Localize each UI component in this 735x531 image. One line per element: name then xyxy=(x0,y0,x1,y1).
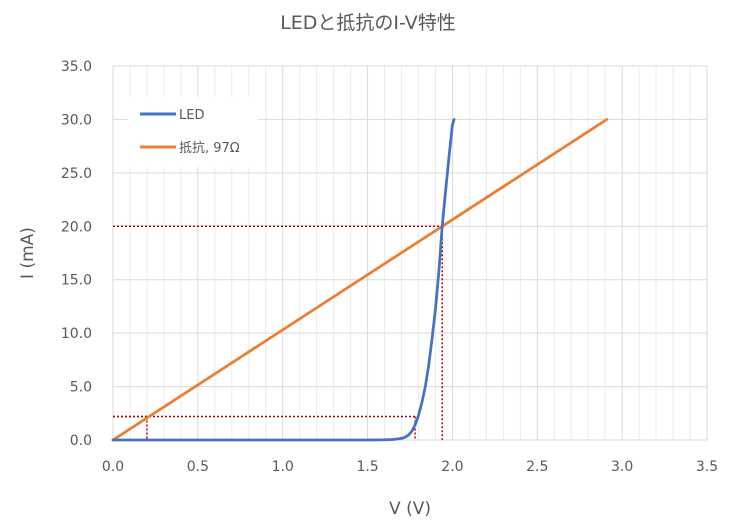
x-tick-labels: 0.0 0.5 1.0 1.5 2.0 2.5 3.0 3.5 xyxy=(102,459,718,475)
x-axis-title: V (V) xyxy=(389,499,431,519)
y-tick-label: 15.0 xyxy=(61,273,92,289)
series-line-resistor xyxy=(111,118,609,442)
x-tick-label: 0.5 xyxy=(187,459,209,475)
y-axis-title: I (mA) xyxy=(18,227,38,279)
y-tick-labels: 0.0 5.0 10.0 15.0 20.0 25.0 30.0 35.0 xyxy=(61,59,92,449)
y-tick-label: 10.0 xyxy=(61,326,92,342)
x-tick-label: 1.5 xyxy=(356,459,378,475)
x-tick-label: 3.5 xyxy=(696,459,718,475)
series-line-led xyxy=(111,118,456,442)
legend: LED 抵抗, 97Ω xyxy=(128,97,258,167)
legend-label-led: LED xyxy=(179,108,204,123)
y-tick-label: 35.0 xyxy=(61,59,92,75)
y-tick-label: 0.0 xyxy=(70,433,92,449)
y-tick-label: 30.0 xyxy=(61,112,92,128)
chart-title: LEDと抵抗のI-V特性 xyxy=(280,12,456,34)
x-tick-label: 3.0 xyxy=(611,459,633,475)
legend-background xyxy=(128,97,258,167)
legend-label-resistor: 抵抗, 97Ω xyxy=(179,141,240,156)
x-tick-label: 0.0 xyxy=(102,459,124,475)
y-tick-label: 25.0 xyxy=(61,166,92,182)
x-tick-label: 1.0 xyxy=(272,459,294,475)
x-tick-label: 2.5 xyxy=(526,459,548,475)
y-tick-label: 5.0 xyxy=(70,380,92,396)
guide-lines xyxy=(113,225,443,440)
x-tick-label: 2.0 xyxy=(441,459,463,475)
y-tick-label: 20.0 xyxy=(61,219,92,235)
series-lines xyxy=(111,118,609,442)
